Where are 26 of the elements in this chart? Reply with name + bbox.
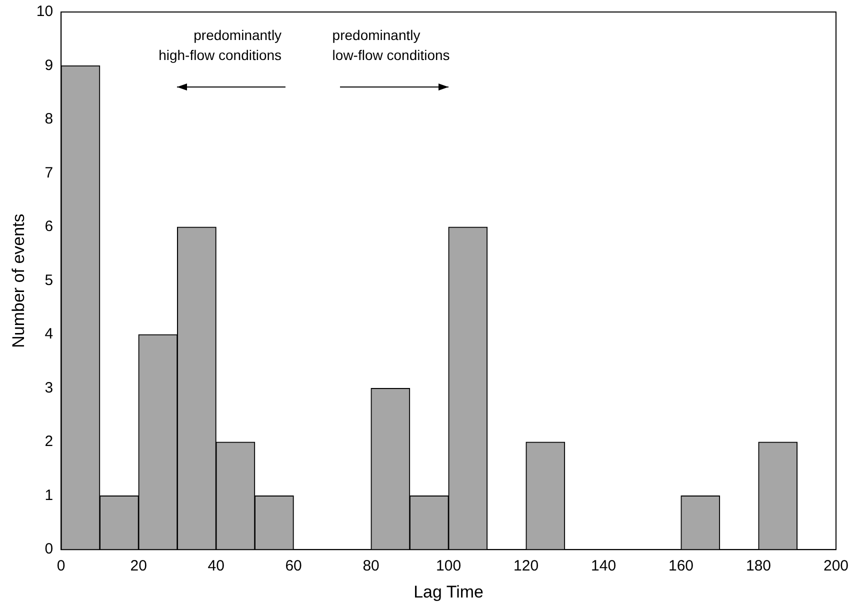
y-tick-label: 5 — [44, 272, 54, 289]
x-axis-title: Lag Time — [414, 582, 484, 602]
x-tick-label: 60 — [285, 558, 302, 575]
annotation: predominantly high-flow conditions — [158, 27, 282, 64]
x-tick-label: 200 — [823, 558, 849, 575]
y-tick-label: 4 — [44, 326, 54, 343]
x-tick-label: 140 — [591, 558, 616, 575]
x-tick-label: 180 — [746, 558, 772, 575]
x-tick-label: 100 — [436, 558, 462, 575]
y-tick-label: 1 — [44, 486, 54, 504]
x-tick-label: 160 — [668, 558, 694, 575]
y-tick-label: 6 — [44, 218, 54, 236]
y-tick-label: 7 — [44, 164, 54, 182]
y-tick-label: 2 — [44, 433, 54, 450]
x-tick-label: 0 — [56, 558, 66, 575]
y-tick-label: 10 — [36, 3, 54, 20]
annotation: predominantly low-flow conditions — [332, 27, 450, 64]
y-tick-label: 3 — [44, 379, 54, 396]
x-tick-label: 120 — [514, 558, 539, 575]
x-tick-label: 40 — [208, 558, 224, 575]
x-tick-label: 80 — [362, 558, 380, 575]
y-tick-label: 9 — [44, 56, 54, 74]
x-tick-label: 20 — [130, 558, 147, 575]
y-tick-label: 8 — [44, 110, 54, 128]
y-axis-title: Number of events — [8, 214, 28, 348]
y-tick-label: 0 — [44, 540, 54, 558]
